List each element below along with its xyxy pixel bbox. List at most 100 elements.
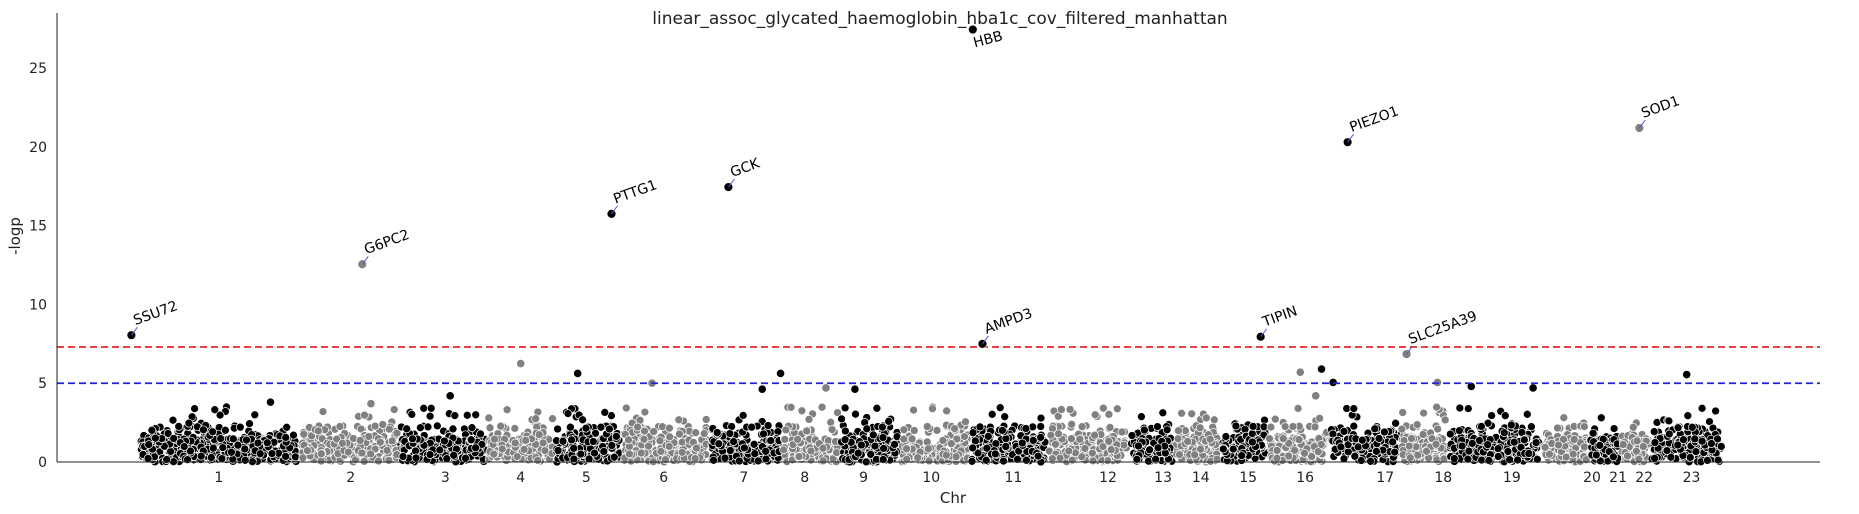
snp-point [497,444,507,454]
snp-point [1017,438,1027,448]
snp-point [1649,427,1659,437]
snp-point [656,447,666,456]
snp-point [476,429,485,439]
snp-point [471,410,481,420]
x-tick-label: 17 [1376,470,1394,486]
snp-point [374,456,383,466]
snp-point [303,446,312,455]
snp-point [423,422,433,432]
snp-point [757,384,767,394]
snp-point [1449,454,1459,463]
snp-point [975,422,985,432]
snp-point [1174,426,1183,436]
snp-point [521,436,531,445]
snp-point [435,445,445,455]
snp-point [558,436,568,446]
snp-point [1457,441,1467,451]
snp-point [221,425,230,435]
snp-point [665,432,675,442]
threshold-lines [57,346,1820,385]
snp-point [1054,429,1063,439]
snp-point [1145,445,1154,455]
snp-point [240,444,250,454]
chart-title: linear_assoc_glycated_haemoglobin_hba1c_… [652,9,1227,29]
snp-point [794,452,804,461]
snp-point [516,358,526,369]
snp-point [217,454,227,463]
snp-point [1697,403,1707,413]
snp-point [179,442,189,451]
snp-point [289,430,298,440]
snp-point [291,452,300,462]
snp-point [649,427,659,436]
snp-point [184,418,194,428]
snp-point [1088,456,1098,466]
snp-point [968,443,978,453]
y-tick-label: 25 [29,61,47,77]
snp-point [1140,425,1149,435]
snp-point [143,454,153,463]
snp-point [1487,411,1496,420]
snp-point [840,403,850,413]
snp-point [265,397,276,407]
snp-point [853,448,863,458]
snp-point [432,421,442,431]
snp-point [581,423,591,433]
snp-point [1664,416,1674,426]
y-tick-label: 20 [29,140,47,156]
snp-point [1313,447,1323,457]
snp-point [416,423,425,433]
snp-point [567,435,576,445]
snp-point [1716,442,1726,451]
snp-point [612,432,621,441]
snp-point [1088,448,1097,458]
snp-point [1201,413,1211,423]
snp-point [227,447,236,457]
snp-point [1380,427,1389,437]
snp-point [797,406,807,416]
snp-point [1272,453,1282,463]
snp-point [826,417,836,427]
snp-point [804,415,814,424]
snp-point [1413,450,1423,460]
x-tick-label: 20 [1583,470,1601,486]
snp-point [1618,440,1628,449]
snp-point [1477,455,1487,465]
snp-point [1477,422,1486,431]
snp-point [281,433,291,442]
snp-point [850,384,860,394]
snp-point [538,438,548,448]
snp-point [609,452,619,462]
snp-point [1080,444,1090,453]
snp-point [1673,440,1683,450]
snp-point [968,428,978,438]
snp-point [1106,445,1116,455]
snp-point [240,455,250,465]
snp-point [1591,450,1601,460]
snp-point [534,430,544,439]
snp-point [946,439,956,449]
snp-point [1405,453,1415,463]
snp-point [569,443,579,453]
snp-point [779,445,788,455]
snp-point [821,383,831,393]
snp-point [1528,383,1538,393]
x-tick-label: 10 [922,470,940,486]
x-tick-label: 6 [659,470,668,486]
snp-point [987,409,997,419]
snp-point [1707,439,1716,448]
snp-point [1117,427,1127,437]
snp-point [1703,456,1712,465]
snp-point [366,399,376,409]
snp-point [1022,455,1031,465]
snp-point [806,446,816,456]
snp-point [995,403,1005,413]
snp-point [1205,434,1215,444]
snp-point [909,405,918,415]
snp-point [817,402,827,412]
snp-point [1467,439,1477,448]
snp-point [1609,424,1619,433]
x-tick-label: 21 [1609,470,1627,486]
snp-point [419,403,429,413]
x-tick-label: 19 [1503,470,1521,486]
